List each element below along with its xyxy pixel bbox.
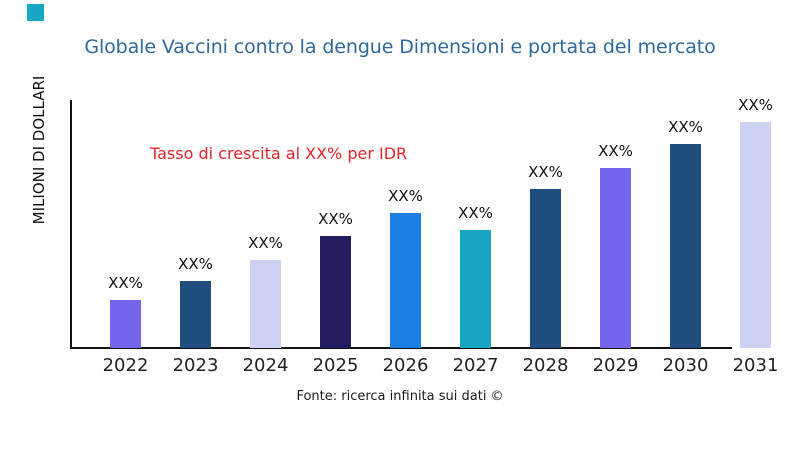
source-footer: Fonte: ricerca infinita sui dati © — [296, 389, 504, 404]
x-tick-label-2031: 2031 — [732, 355, 779, 376]
bar-2031 — [740, 122, 771, 348]
x-tick-label-2024: 2024 — [242, 355, 289, 376]
bar-value-label-2022: XX% — [108, 274, 143, 292]
page-title: Globale Vaccini contro la dengue Dimensi… — [84, 36, 716, 58]
bar-value-label-2027: XX% — [458, 204, 493, 222]
bar-value-label-2031: XX% — [738, 96, 773, 114]
bar-value-label-2024: XX% — [248, 234, 283, 252]
growth-rate-annotation: Tasso di crescita al XX% per IDR — [150, 144, 408, 163]
x-tick-label-2027: 2027 — [452, 355, 499, 376]
bar-2026 — [390, 213, 421, 348]
y-axis-label: MILIONI DI DOLLARI — [30, 75, 48, 225]
bar-value-label-2026: XX% — [388, 187, 423, 205]
x-tick-label-2028: 2028 — [522, 355, 569, 376]
bar-2022 — [110, 300, 141, 348]
x-tick-label-2026: 2026 — [382, 355, 429, 376]
bar-2028 — [530, 189, 561, 348]
brand-logo-square — [27, 4, 44, 21]
bar-value-label-2023: XX% — [178, 255, 213, 273]
bar-value-label-2025: XX% — [318, 210, 353, 228]
bar-2025 — [320, 236, 351, 348]
bar-value-label-2028: XX% — [528, 163, 563, 181]
bar-2029 — [600, 168, 631, 348]
y-axis-line — [70, 100, 72, 349]
x-tick-label-2030: 2030 — [662, 355, 709, 376]
x-tick-label-2029: 2029 — [592, 355, 639, 376]
bar-2027 — [460, 230, 491, 348]
x-tick-label-2025: 2025 — [312, 355, 359, 376]
x-tick-label-2023: 2023 — [172, 355, 219, 376]
bar-2030 — [670, 144, 701, 348]
bar-2023 — [180, 281, 211, 348]
x-tick-label-2022: 2022 — [102, 355, 149, 376]
bar-value-label-2029: XX% — [598, 142, 633, 160]
bar-value-label-2030: XX% — [668, 118, 703, 136]
bar-2024 — [250, 260, 281, 348]
x-axis-line — [70, 347, 732, 349]
